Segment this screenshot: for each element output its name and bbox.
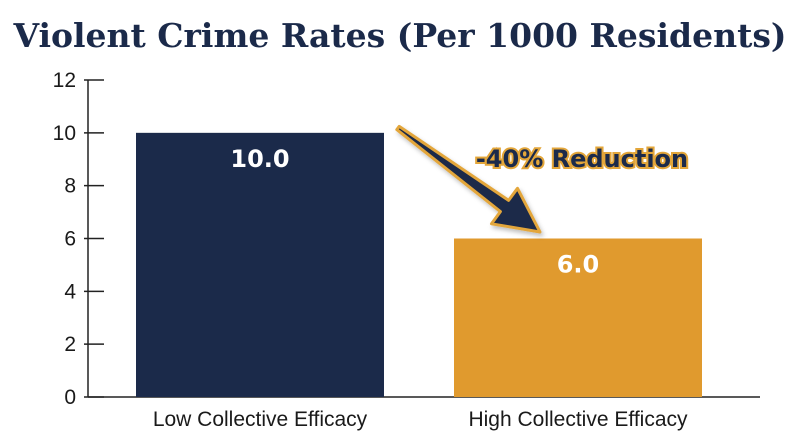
- category-label: High Collective Efficacy: [468, 408, 688, 431]
- y-tick-label: 6: [64, 228, 76, 251]
- y-tick-label: 12: [53, 69, 76, 92]
- bar-value-label: 10.0: [230, 145, 289, 173]
- bars: 10.0 Low Collective Efficacy 6.0 High Colle…: [136, 132, 702, 431]
- bar: [454, 238, 702, 397]
- category-label: Low Collective Efficacy: [153, 408, 368, 431]
- annotation: -40% Reduction: [395, 124, 690, 234]
- y-tick-label: 4: [64, 280, 76, 303]
- reduction-arrow-icon: [395, 124, 542, 234]
- y-axis: 0 2 4 6 8 10 12: [53, 69, 104, 409]
- y-tick-label: 2: [64, 333, 76, 356]
- chart-title: Violent Crime Rates (Per 1000 Residents): [12, 16, 786, 55]
- bar-value-label: 6.0: [557, 251, 600, 279]
- reduction-annotation: -40% Reduction: [476, 145, 688, 173]
- y-tick-label: 10: [53, 122, 76, 145]
- y-tick-label: 0: [64, 386, 76, 409]
- y-tick-label: 8: [64, 175, 76, 198]
- bar: [136, 132, 384, 398]
